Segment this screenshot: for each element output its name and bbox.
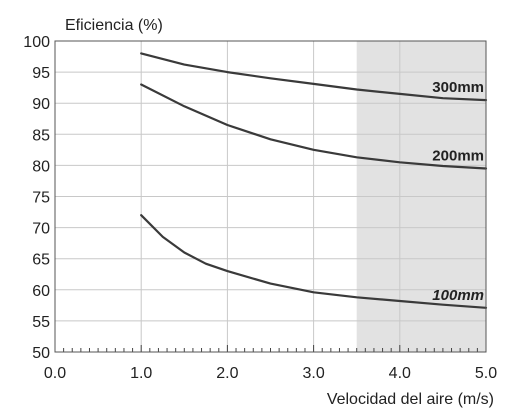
series-labels: 300mm 200mm 100mm — [432, 79, 484, 304]
plot-frame — [54, 40, 487, 353]
y-tick-label: 90 — [32, 96, 50, 113]
series-line-200mm — [140, 83, 488, 170]
x-tick-label: 3.0 — [302, 365, 324, 382]
y-tick-label: 60 — [32, 283, 50, 300]
y-tick-label: 95 — [32, 65, 50, 82]
y-tick-label: 65 — [32, 252, 50, 269]
series-label-100mm: 100mm — [432, 287, 484, 304]
series-line-300mm — [140, 52, 488, 102]
y-tick-label: 100 — [23, 34, 50, 51]
y-tick-label: 75 — [32, 190, 50, 207]
x-tick-label: 0.0 — [44, 365, 66, 382]
series-line-100mm — [140, 214, 488, 309]
y-tick-label: 80 — [32, 158, 50, 175]
series-lines — [140, 52, 488, 309]
y-tick-label: 55 — [32, 314, 50, 331]
series-label-300mm: 300mm — [432, 79, 484, 96]
y-tick-label: 50 — [32, 345, 50, 362]
x-tick-labels: 0.0 1.0 2.0 3.0 4.0 5.0 — [44, 365, 497, 382]
y-tick-label: 70 — [32, 221, 50, 238]
y-tick-label: 85 — [32, 127, 50, 144]
y-tick-labels: 50 55 60 65 70 75 80 85 90 95 100 — [23, 34, 50, 362]
series-label-200mm: 200mm — [432, 148, 484, 165]
x-tick-label: 4.0 — [389, 365, 411, 382]
x-tick-label: 1.0 — [130, 365, 152, 382]
x-axis-title: Velocidad del aire (m/s) — [327, 391, 494, 408]
axes — [54, 40, 487, 353]
x-tick-label: 2.0 — [216, 365, 238, 382]
x-tick-label: 5.0 — [475, 365, 497, 382]
y-axis-title: Eficiencia (%) — [65, 17, 163, 34]
